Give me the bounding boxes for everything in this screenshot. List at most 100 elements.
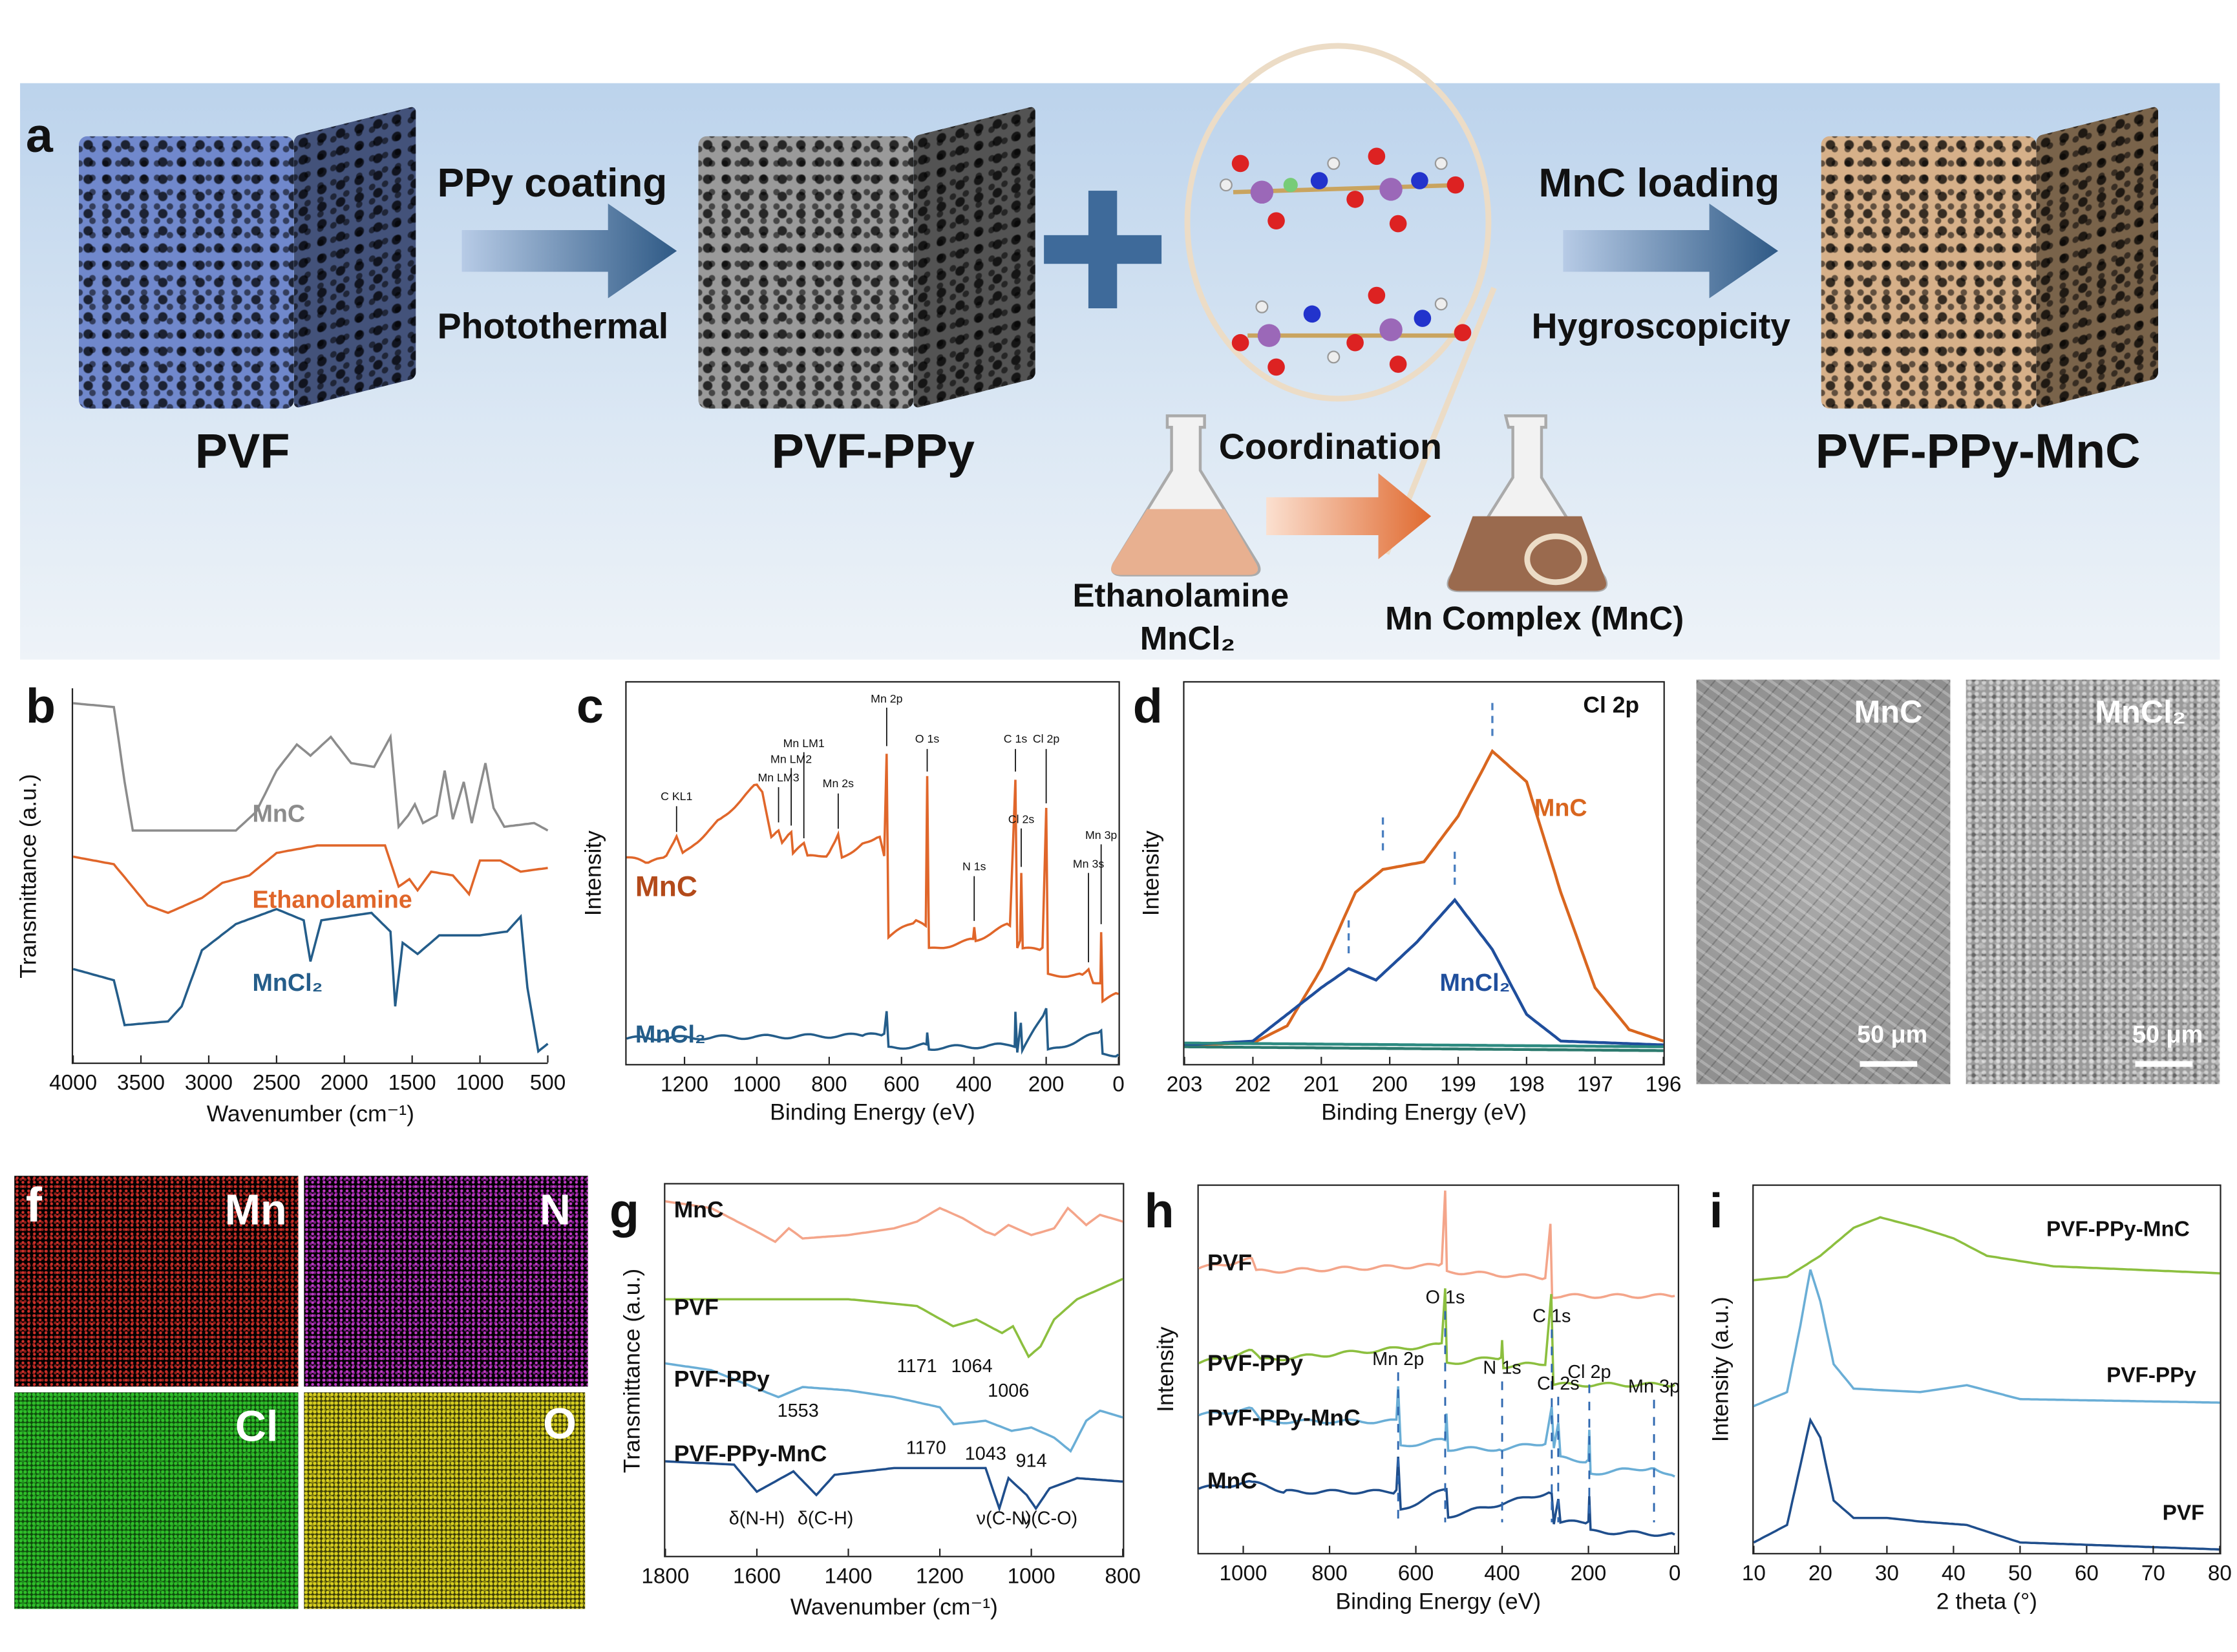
- sem-label-mnc: MnC: [1854, 694, 1923, 730]
- sem-image-mnc: MnC 50 μm: [1696, 679, 1951, 1085]
- peak-annotation: N 1s: [1483, 1357, 1521, 1379]
- plot-area: [1753, 1216, 2221, 1553]
- mn-complex-label: Mn Complex (MnC): [1385, 599, 1684, 637]
- series-line-mncl-: [1184, 897, 1664, 1046]
- peak-annotation: Cl 2p: [1567, 1360, 1611, 1382]
- photothermal-label: Photothermal: [437, 306, 669, 347]
- eds-map-o: O: [304, 1392, 586, 1609]
- peak-annotation: O 1s: [1425, 1286, 1465, 1309]
- x-tick-label: 600: [1397, 1562, 1434, 1586]
- series-line-pvf-ppy-mnc: [1754, 1216, 2220, 1282]
- pvf-label: PVF: [195, 424, 290, 480]
- eds-label-n: N: [539, 1187, 571, 1235]
- x-axis-label: 2 theta (°): [1936, 1590, 2038, 1615]
- series-label-mncl2: MnCl₂: [635, 1021, 706, 1048]
- series-label-mnc: MnC: [673, 1198, 724, 1223]
- x-tick-label: 197: [1576, 1072, 1613, 1097]
- x-tick-label: 0: [1112, 1072, 1125, 1097]
- plot-area: [626, 707, 1119, 1064]
- x-tick-label: 800: [1105, 1564, 1141, 1589]
- series-label-pvf-ppy: PVF-PPy: [2106, 1363, 2196, 1388]
- series-label-pvf-ppy: PVF-PPy: [673, 1368, 770, 1393]
- panel-label-g: g: [609, 1184, 640, 1239]
- x-tick-label: 1000: [1219, 1562, 1267, 1586]
- coordination-label: Coordination: [1218, 427, 1442, 468]
- series-line-ethanolamine: [72, 844, 548, 915]
- x-tick-label: 200: [1028, 1072, 1065, 1097]
- panel-label-h: h: [1144, 1184, 1174, 1239]
- series-label-pvf: PVF: [2162, 1501, 2205, 1526]
- x-tick-label: 201: [1303, 1072, 1340, 1097]
- series-line-mnc: [1184, 748, 1664, 1046]
- panel-label-f: f: [25, 1178, 43, 1233]
- x-tick-label: 400: [1484, 1562, 1520, 1586]
- xps-survey-chart-h: PVF PVF-PPy PVF-PPy-MnC MnC 1000 800 600 40…: [1154, 1184, 1680, 1615]
- x-tick-label: 1500: [388, 1071, 436, 1096]
- series-label-mnc: MnC: [252, 800, 306, 828]
- eds-label-o: O: [543, 1401, 577, 1448]
- x-tick-label: 4000: [49, 1071, 98, 1096]
- plot-area: [72, 702, 549, 1063]
- y-axis-label: Transmittance (a.u.): [17, 773, 42, 978]
- xps-survey-chart-c: MnC MnCl₂ 1200 1000 800 600 400 200 0 Binding E…: [582, 681, 1125, 1126]
- chart-title-cl2p: Cl 2p: [1583, 694, 1640, 719]
- peak-annotation: N 1s: [962, 860, 986, 874]
- peak-annotation: Mn 3s: [1072, 857, 1105, 871]
- x-tick-label: 600: [884, 1072, 920, 1097]
- panel-label-i: i: [1709, 1184, 1723, 1239]
- peak-annotation: Mn LM2: [770, 752, 812, 765]
- peak-annotation: δ(C-H): [797, 1507, 854, 1529]
- peak-annotation: 1006: [988, 1379, 1030, 1401]
- peak-annotation: C 1s: [1532, 1305, 1571, 1327]
- peak-annotation: C KL1: [661, 790, 693, 803]
- x-tick-label: 80: [2207, 1562, 2232, 1586]
- series-line-pvf-ppy: [1198, 1288, 1676, 1388]
- x-tick-label: 0: [1668, 1562, 1681, 1586]
- y-axis-label: Transmittance (a.u.): [620, 1267, 646, 1473]
- peak-annotation: Mn 3p: [1085, 828, 1118, 842]
- plot-area: [1198, 1191, 1676, 1553]
- peak-annotation: δ(N-H): [728, 1507, 785, 1529]
- scale-label: 50 μm: [1857, 1021, 1928, 1048]
- series-line-mnc: [626, 754, 1119, 1004]
- x-tick-label: 2500: [252, 1071, 301, 1096]
- peak-annotation: 1043: [964, 1443, 1006, 1465]
- eds-label-mn: Mn: [224, 1187, 287, 1235]
- scale-bar: [1860, 1061, 1918, 1067]
- molecule-structure-icon: [1219, 147, 1472, 376]
- x-tick-label: 1200: [916, 1564, 964, 1589]
- x-tick-label: 400: [955, 1072, 992, 1097]
- x-tick-label: 1000: [456, 1071, 504, 1096]
- x-tick-label: 500: [529, 1071, 566, 1096]
- series-line-pvf-ppy: [665, 1362, 1123, 1454]
- ftir-chart-g: MnC PVF PVF-PPy PVF-PPy-MnC 1800 1600 1400…: [621, 1183, 1141, 1620]
- pvf-ppy-label: PVF-PPy: [771, 424, 975, 480]
- peak-annotation: Mn 2s: [822, 778, 854, 791]
- series-line-pvf-ppy: [1753, 1269, 2220, 1408]
- plus-icon-vertical: [1088, 191, 1118, 308]
- peak-annotation: 914: [1015, 1450, 1047, 1472]
- x-tick-label: 40: [1941, 1562, 1966, 1586]
- series-line-pvf: [1198, 1191, 1675, 1299]
- peak-annotation: ν(C-O): [1021, 1507, 1078, 1529]
- scale-label: 50 μm: [2132, 1021, 2203, 1048]
- series-label-pvf-ppy-mnc: PVF-PPy-MnC: [2046, 1217, 2190, 1242]
- series-line-baseline-3: [1184, 1041, 1664, 1048]
- panel-label-c: c: [576, 679, 604, 734]
- peak-annotation: Mn 2p: [871, 692, 903, 705]
- ethanolamine-label: Ethanolamine: [1072, 576, 1289, 614]
- x-axis-label: Binding Energy (eV): [1335, 1590, 1542, 1615]
- x-tick-label: 1000: [1007, 1564, 1055, 1589]
- plot-area: [1183, 697, 1664, 1064]
- x-tick-label: 800: [811, 1072, 847, 1097]
- x-tick-label: 70: [2141, 1562, 2165, 1586]
- series-line-pvf-ppy-mnc: [1198, 1386, 1675, 1478]
- scale-bar: [2135, 1061, 2193, 1067]
- series-label-mnc: MnC: [635, 871, 697, 904]
- x-tick-label: 199: [1440, 1072, 1476, 1097]
- hygroscopicity-label: Hygroscopicity: [1531, 306, 1791, 347]
- x-tick-label: 800: [1311, 1562, 1348, 1586]
- flask-ethanolamine-icon: [1111, 414, 1261, 577]
- series-line-mnc: [72, 702, 549, 832]
- peak-annotation: O 1s: [915, 733, 940, 747]
